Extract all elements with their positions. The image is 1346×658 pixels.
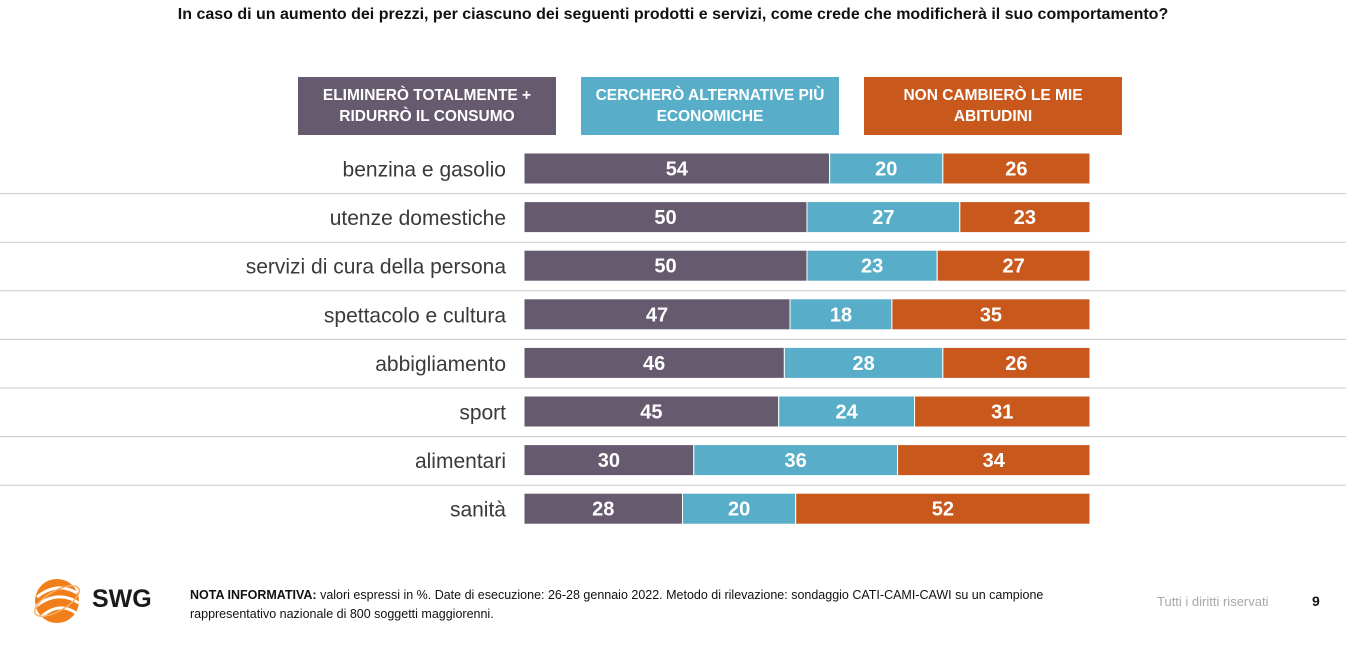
category-label: spettacolo e cultura (324, 304, 506, 327)
value-label: 24 (835, 402, 858, 424)
value-label: 35 (980, 304, 1002, 326)
stacked-bar-chart: benzina e gasolio 54 20 26 utenze domestiche… (0, 152, 1346, 525)
bar-segment (523, 492, 683, 525)
category-label: servizi di cura della persona (246, 256, 507, 279)
category-label: utenze domestiche (330, 207, 506, 230)
bar-segment (914, 395, 1091, 428)
bar-segment (789, 298, 893, 331)
bar-segment (891, 298, 1091, 331)
bar-segment (806, 249, 938, 282)
bar-segment (942, 152, 1091, 185)
value-label: 52 (932, 499, 954, 521)
category-label: benzina e gasolio (343, 159, 506, 182)
value-label: 46 (643, 353, 665, 375)
category-label: alimentari (415, 450, 506, 473)
value-label: 36 (785, 450, 807, 472)
value-label: 20 (875, 159, 897, 181)
value-label: 23 (861, 256, 883, 278)
category-label: sanità (450, 499, 506, 522)
rights-text: Tutti i diritti riservati (1157, 594, 1269, 609)
bar-segment (959, 201, 1091, 234)
info-note: NOTA INFORMATIVA: valori espressi in %. … (190, 586, 1060, 624)
legend-alternative: CERCHERÒ ALTERNATIVE PIÙ ECONOMICHE (581, 77, 839, 135)
value-label: 47 (646, 304, 668, 326)
value-label: 28 (852, 353, 874, 375)
value-label: 31 (991, 402, 1013, 424)
bar-segment (523, 201, 808, 234)
bar-segment (778, 395, 916, 428)
chart-title: In caso di un aumento dei prezzi, per ci… (177, 6, 1169, 23)
value-label: 23 (1014, 207, 1036, 229)
value-label: 18 (830, 304, 852, 326)
bar-segment (523, 249, 808, 282)
bar-segment (681, 492, 797, 525)
value-label: 45 (640, 402, 662, 424)
value-label: 28 (592, 499, 614, 521)
legend-label-alternative: CERCHERÒ ALTERNATIVE PIÙ ECONOMICHE (595, 87, 825, 125)
bar-segment (693, 444, 899, 477)
value-label: 50 (654, 207, 676, 229)
bar-segment (936, 249, 1091, 282)
category-label: sport (459, 402, 506, 425)
bar-segment (806, 201, 961, 234)
legend-non-cambiero: NON CAMBIERÒ LE MIE ABITUDINI (864, 77, 1122, 135)
value-label: 20 (728, 499, 750, 521)
value-label: 30 (598, 450, 620, 472)
note-label: NOTA INFORMATIVA: (190, 588, 317, 602)
note-text: valori espressi in %. Date di esecuzione… (190, 588, 1044, 621)
bar-segment (795, 492, 1091, 525)
legend-label-eliminero: ELIMINERÒ TOTALMENTE + RIDURRÒ IL CONSUM… (322, 87, 532, 125)
bar-segment (783, 346, 944, 379)
category-label: abbigliamento (375, 353, 506, 376)
bar-segment (523, 298, 791, 331)
bar-segment (897, 444, 1091, 477)
legend-label-non-cambiero: NON CAMBIERÒ LE MIE ABITUDINI (903, 87, 1083, 125)
bar-segment (523, 444, 695, 477)
value-label: 54 (666, 159, 689, 181)
value-label: 26 (1005, 353, 1027, 375)
brand-name: SWG (92, 585, 152, 613)
value-label: 50 (654, 256, 676, 278)
value-label: 27 (1002, 256, 1024, 278)
bar-segment (829, 152, 944, 185)
value-label: 27 (872, 207, 894, 229)
value-label: 26 (1005, 159, 1027, 181)
value-label: 34 (983, 450, 1006, 472)
page-number: 9 (1312, 593, 1320, 609)
swg-logo-icon (34, 579, 80, 623)
bar-segment (942, 346, 1091, 379)
legend-eliminero: ELIMINERÒ TOTALMENTE + RIDURRÒ IL CONSUM… (298, 77, 556, 135)
